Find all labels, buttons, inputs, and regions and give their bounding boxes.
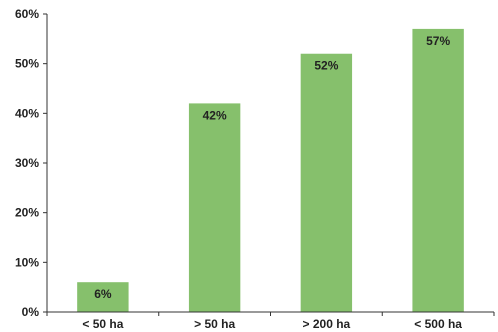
x-tick-label: > 200 ha: [303, 317, 351, 331]
x-tick-label: < 500 ha: [414, 317, 462, 331]
bar: [77, 282, 129, 312]
y-tick-label: 0%: [22, 305, 40, 319]
bar-value-label: 42%: [203, 108, 227, 122]
y-tick-label: 30%: [15, 156, 39, 170]
y-tick-label: 20%: [15, 206, 39, 220]
y-tick-label: 40%: [15, 106, 39, 120]
bar: [188, 103, 241, 313]
y-tick-label: 10%: [15, 255, 39, 269]
bar-value-label: 57%: [426, 34, 450, 48]
bar-value-label: 6%: [94, 287, 112, 301]
x-axis: < 50 ha > 50 ha > 200 ha < 500 ha: [46, 311, 495, 331]
bar-value-label: 52%: [314, 59, 338, 73]
x-tick-label: > 50 ha: [194, 317, 235, 331]
bars: 6% 42% 52% 57%: [77, 28, 464, 313]
y-axis: 0% 10% 20% 30% 40% 50% 60%: [15, 7, 48, 319]
bar: [300, 53, 353, 312]
x-tick-label: < 50 ha: [82, 317, 123, 331]
y-tick-label: 60%: [15, 7, 39, 21]
y-tick-label: 50%: [15, 57, 39, 71]
bar: [412, 28, 464, 313]
